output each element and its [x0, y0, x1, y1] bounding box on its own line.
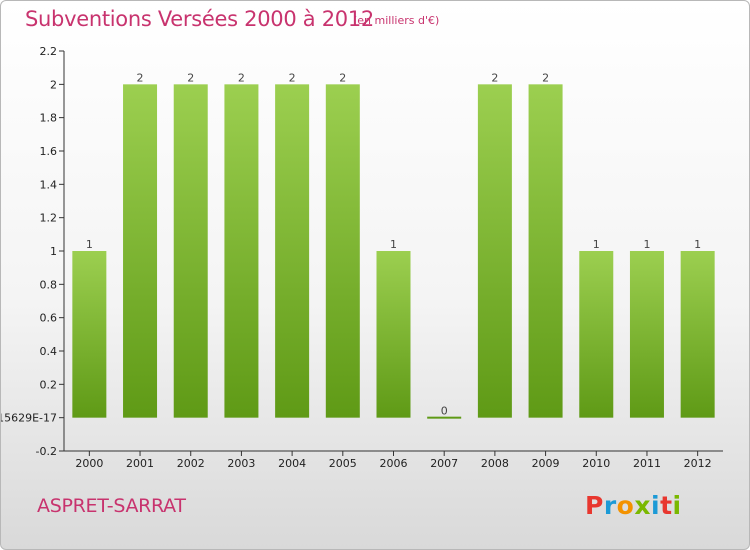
- bar-2010: [579, 251, 614, 418]
- bar-2003: [224, 84, 259, 418]
- x-tick-label-2005: 2005: [329, 457, 357, 470]
- y-tick-label: -2.15629E-17: [1, 412, 57, 425]
- x-tick-label-2004: 2004: [278, 457, 306, 470]
- x-tick-label-2007: 2007: [430, 457, 458, 470]
- logo-letter: i: [672, 491, 682, 520]
- x-tick-label-2006: 2006: [380, 457, 408, 470]
- chart-bars: [72, 84, 715, 419]
- logo-letter: r: [603, 491, 617, 520]
- bar-2012: [680, 251, 715, 418]
- chart-labels: 1 2 2 2 2 2 1 0 2 2 1 1 1: [86, 71, 701, 417]
- x-tick-label-2009: 2009: [532, 457, 560, 470]
- bar-2011: [629, 251, 664, 418]
- data-label-2005: 2: [339, 71, 346, 84]
- x-tick-label-2008: 2008: [481, 457, 509, 470]
- bar-2002: [173, 84, 208, 418]
- bar-2004: [275, 84, 310, 418]
- logo-letter: t: [660, 491, 673, 520]
- chart-title: Subventions Versées 2000 à 2012: [25, 7, 374, 31]
- y-tick-label: 1.2: [40, 212, 58, 225]
- data-label-2003: 2: [238, 71, 245, 84]
- y-tick-label: 2: [50, 78, 57, 91]
- bar-2009: [528, 84, 563, 418]
- data-label-2010: 1: [593, 238, 600, 251]
- x-tick-label-2000: 2000: [75, 457, 103, 470]
- data-label-2008: 2: [491, 71, 498, 84]
- chart-subtitle: (en milliers d'€): [353, 14, 440, 27]
- chart-axes: 2.2 2 1.8 1.6 1.4 1.2 1 0.8 0.6 0.4 0.2 -2.15629E-1…: [1, 45, 723, 470]
- logo-letter: o: [616, 491, 635, 520]
- y-tick-label: 1.8: [40, 112, 58, 125]
- bar-2000: [72, 251, 107, 418]
- x-tick-label-2010: 2010: [582, 457, 610, 470]
- bar-2001: [123, 84, 158, 418]
- commune-name: ASPRET-SARRAT: [37, 495, 186, 517]
- data-label-2002: 2: [187, 71, 194, 84]
- y-tick-label: 2.2: [40, 45, 58, 58]
- data-label-2007: 0: [441, 405, 448, 418]
- y-tick-label: 1: [50, 245, 57, 258]
- x-tick-label-2001: 2001: [126, 457, 154, 470]
- data-label-2006: 1: [390, 238, 397, 251]
- y-tick-label: 0.8: [40, 278, 58, 291]
- data-label-2012: 1: [694, 238, 701, 251]
- logo-letter: x: [634, 491, 651, 520]
- bar-2006: [376, 251, 411, 418]
- data-label-2000: 1: [86, 238, 93, 251]
- data-label-2001: 2: [137, 71, 144, 84]
- x-tick-label-2011: 2011: [633, 457, 661, 470]
- logo-letter: P: [585, 491, 604, 520]
- x-tick-label-2002: 2002: [177, 457, 205, 470]
- x-tick-label-2003: 2003: [227, 457, 255, 470]
- x-tick-label-2012: 2012: [684, 457, 712, 470]
- proxiti-logo[interactable]: Proxiti: [585, 491, 682, 520]
- logo-letter: i: [651, 491, 661, 520]
- bar-2005: [325, 84, 360, 418]
- data-label-2009: 2: [542, 71, 549, 84]
- bar-2007: [427, 416, 462, 419]
- data-label-2004: 2: [289, 71, 296, 84]
- y-tick-label: 0.6: [40, 312, 58, 325]
- y-tick-label: 0.4: [40, 345, 58, 358]
- y-tick-label: 0.2: [40, 378, 58, 391]
- bar-2008: [477, 84, 512, 418]
- y-tick-label: 1.4: [40, 178, 58, 191]
- y-tick-label: 1.6: [40, 145, 58, 158]
- data-label-2011: 1: [643, 238, 650, 251]
- y-tick-label: -0.2: [36, 445, 57, 458]
